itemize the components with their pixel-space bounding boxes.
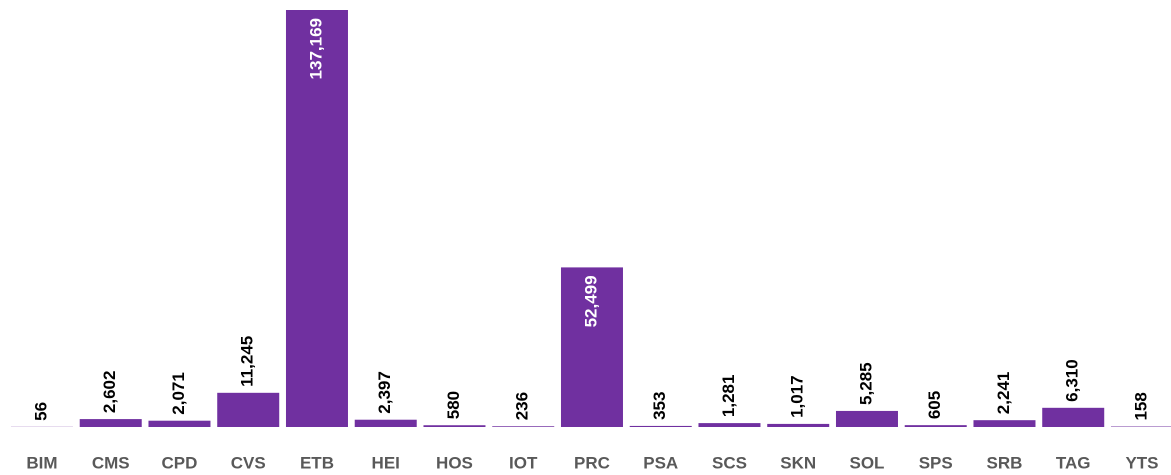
data-label: 580	[444, 391, 463, 419]
data-label: 137,169	[306, 18, 325, 79]
x-tick-label: SCS	[712, 453, 747, 472]
x-tick-label: PSA	[643, 453, 678, 472]
x-tick-label: CVS	[231, 453, 266, 472]
data-label: 56	[31, 402, 50, 421]
data-label: 236	[513, 392, 532, 420]
bar	[629, 425, 692, 427]
bar	[148, 420, 211, 427]
bar	[904, 425, 967, 427]
x-tick-label: CPD	[162, 453, 198, 472]
bar	[79, 419, 142, 427]
data-label: 2,241	[994, 372, 1013, 415]
data-label: 353	[650, 392, 669, 420]
bar	[492, 426, 555, 427]
data-label: 2,602	[100, 371, 119, 414]
x-tick-label: SKN	[780, 453, 816, 472]
x-tick-label: IOT	[509, 453, 538, 472]
data-label: 1,017	[788, 375, 807, 418]
bar	[698, 423, 761, 427]
bar	[835, 410, 898, 427]
x-tick-label: TAG	[1056, 453, 1091, 472]
x-tick-label: PRC	[574, 453, 610, 472]
bar	[217, 392, 280, 427]
bar	[423, 425, 486, 427]
data-label: 2,397	[375, 371, 394, 414]
bar	[354, 419, 417, 427]
data-label: 158	[1131, 392, 1150, 420]
data-label: 52,499	[581, 275, 600, 327]
data-label: 11,245	[238, 336, 257, 387]
data-label: 605	[925, 391, 944, 419]
data-label: 6,310	[1063, 359, 1082, 402]
bar	[560, 267, 623, 427]
x-tick-label: SPS	[919, 453, 953, 472]
data-label: 5,285	[856, 362, 875, 405]
bar	[973, 420, 1036, 427]
x-tick-label: SRB	[987, 453, 1023, 472]
x-tick-label: HEI	[372, 453, 400, 472]
x-tick-label: HOS	[436, 453, 473, 472]
bar	[767, 423, 830, 427]
bar	[285, 10, 348, 427]
data-label: 1,281	[719, 375, 738, 418]
x-tick-label: SOL	[849, 453, 884, 472]
data-label: 2,071	[169, 372, 188, 415]
x-tick-label: YTS	[1125, 453, 1158, 472]
x-tick-label: BIM	[26, 453, 57, 472]
x-tick-label: ETB	[300, 453, 334, 472]
x-tick-label: CMS	[92, 453, 130, 472]
bar	[1042, 407, 1105, 427]
